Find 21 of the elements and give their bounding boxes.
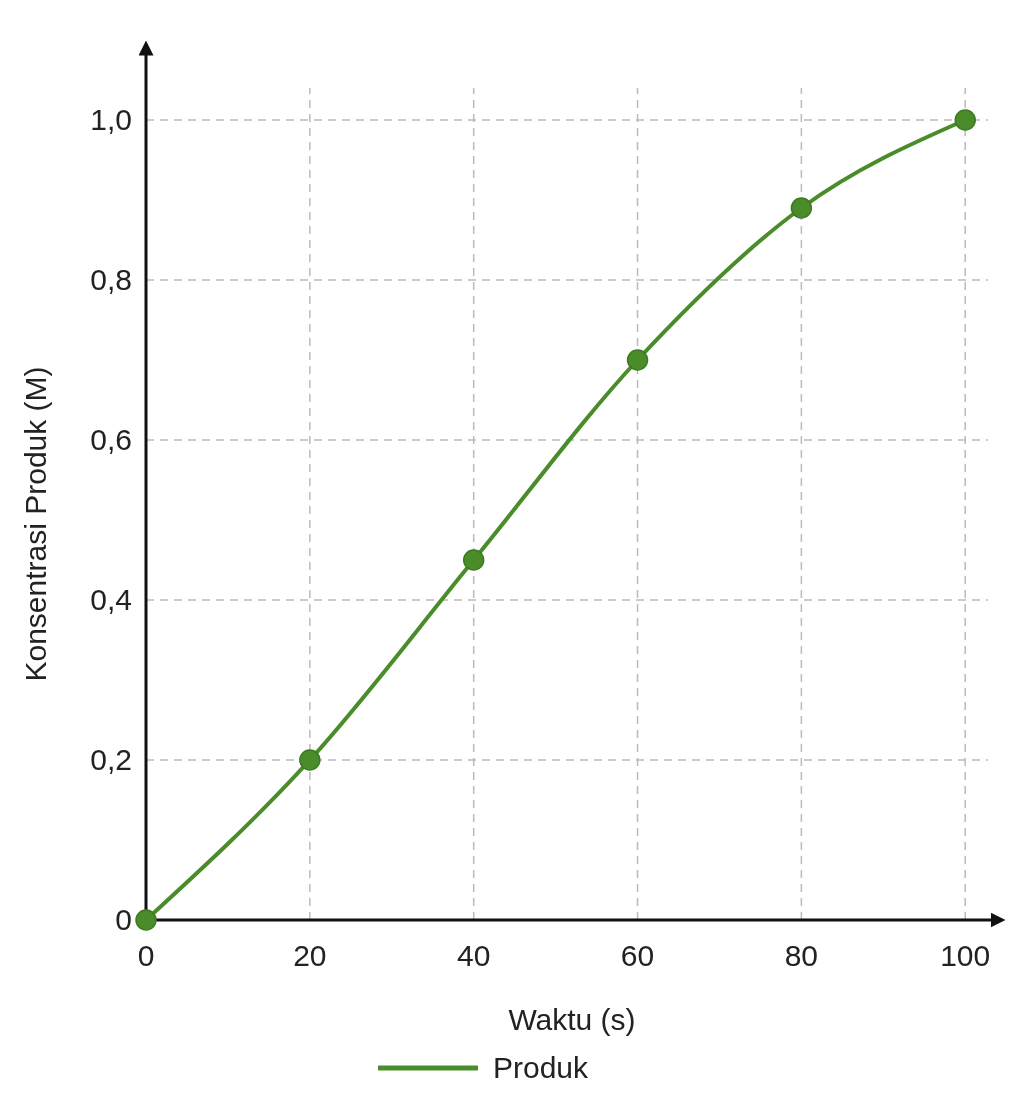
point [135,909,157,931]
x-tick-label: 100 [940,939,991,972]
y-tick-label: 0,4 [90,583,132,616]
y-axis-title: Konsentrasi Produk (M) [19,366,52,682]
point [790,197,813,219]
y-tick-label: 0 [115,903,132,936]
x-tick-label: 80 [784,939,819,972]
x-tick-label: 20 [293,939,327,972]
point [462,549,485,571]
x-axis-title: Waktu (s) [508,1003,636,1036]
point [299,749,321,771]
point [954,109,976,131]
x-tick-label: 60 [620,939,655,972]
x-tick-label: 40 [457,939,491,972]
y-tick-label: 1,0 [90,103,132,136]
y-tick-label: 0,6 [90,423,132,456]
x-tick-label: 0 [137,939,155,972]
y-tick-label: 0,2 [90,743,132,776]
legend-label: Produk [493,1051,590,1084]
point [626,349,649,371]
y-tick-label: 0,8 [90,263,132,296]
